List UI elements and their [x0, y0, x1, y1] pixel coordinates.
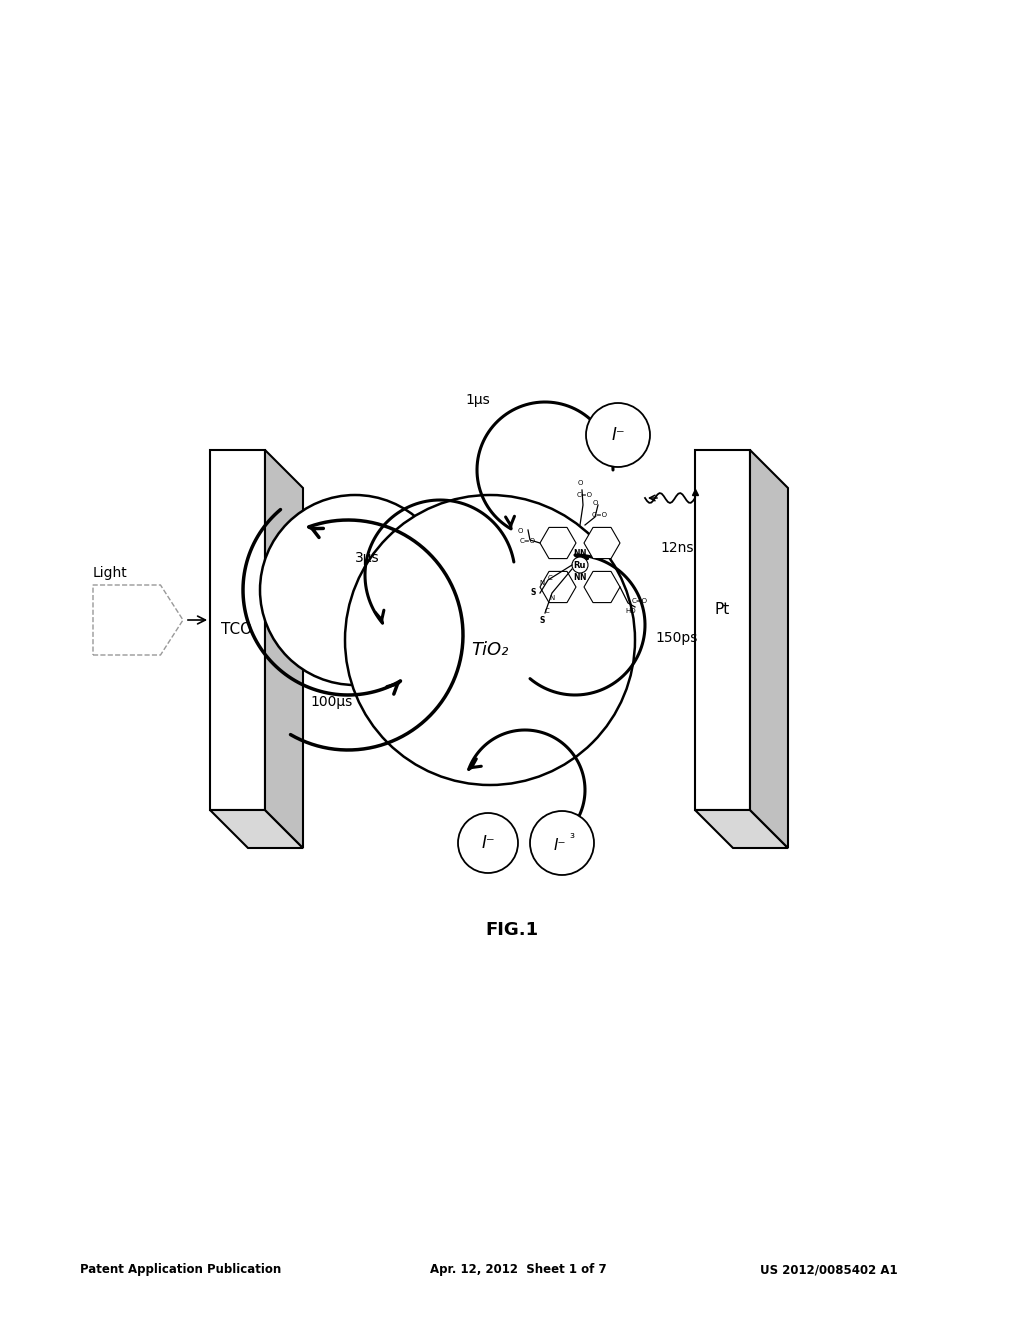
- Polygon shape: [265, 450, 303, 847]
- Circle shape: [586, 403, 650, 467]
- Text: Light: Light: [92, 566, 127, 579]
- Text: C=O: C=O: [592, 512, 608, 517]
- Text: N: N: [573, 573, 581, 582]
- Text: 150ps: 150ps: [655, 631, 697, 645]
- Text: FIG.1: FIG.1: [485, 921, 539, 939]
- Polygon shape: [210, 450, 265, 810]
- Text: 100μs: 100μs: [310, 696, 352, 709]
- Text: I⁻: I⁻: [611, 426, 625, 444]
- Text: O: O: [517, 528, 522, 535]
- Text: O: O: [578, 480, 583, 486]
- Polygon shape: [695, 810, 788, 847]
- Circle shape: [345, 495, 635, 785]
- Text: ₃: ₃: [569, 829, 574, 842]
- Text: N: N: [540, 579, 545, 586]
- Polygon shape: [93, 585, 183, 655]
- Text: 1μs: 1μs: [465, 393, 490, 407]
- Text: US 2012/0085402 A1: US 2012/0085402 A1: [760, 1263, 898, 1276]
- Circle shape: [260, 495, 450, 685]
- Text: C=O: C=O: [632, 598, 648, 605]
- Text: 3μs: 3μs: [355, 550, 380, 565]
- Text: TCO: TCO: [221, 623, 253, 638]
- Text: TiO₂: TiO₂: [471, 642, 509, 659]
- Text: 12ns: 12ns: [660, 541, 693, 554]
- Text: Apr. 12, 2012  Sheet 1 of 7: Apr. 12, 2012 Sheet 1 of 7: [430, 1263, 606, 1276]
- Circle shape: [530, 810, 594, 875]
- Text: S: S: [540, 616, 545, 624]
- Text: N: N: [549, 595, 555, 601]
- Text: C=O: C=O: [577, 492, 593, 498]
- Text: Patent Application Publication: Patent Application Publication: [80, 1263, 282, 1276]
- Circle shape: [572, 557, 588, 573]
- Text: C: C: [545, 609, 549, 614]
- Text: 1ms: 1ms: [540, 814, 569, 829]
- Text: I⁻: I⁻: [481, 834, 495, 851]
- Text: Ru: Ru: [573, 561, 587, 569]
- Text: N: N: [580, 573, 587, 582]
- Text: S: S: [530, 587, 536, 597]
- Text: I⁻: I⁻: [554, 838, 566, 854]
- Polygon shape: [584, 572, 620, 603]
- Text: O: O: [592, 500, 598, 506]
- Polygon shape: [540, 528, 575, 558]
- Text: N: N: [580, 549, 587, 557]
- Circle shape: [458, 813, 518, 873]
- Text: HO: HO: [625, 609, 636, 614]
- Polygon shape: [584, 528, 620, 558]
- Polygon shape: [695, 450, 750, 810]
- Text: N: N: [573, 549, 581, 557]
- Polygon shape: [750, 450, 788, 847]
- Text: Pt: Pt: [715, 602, 730, 618]
- Text: C=O: C=O: [520, 539, 536, 544]
- Text: C: C: [548, 576, 552, 581]
- Polygon shape: [210, 810, 303, 847]
- Polygon shape: [540, 572, 575, 603]
